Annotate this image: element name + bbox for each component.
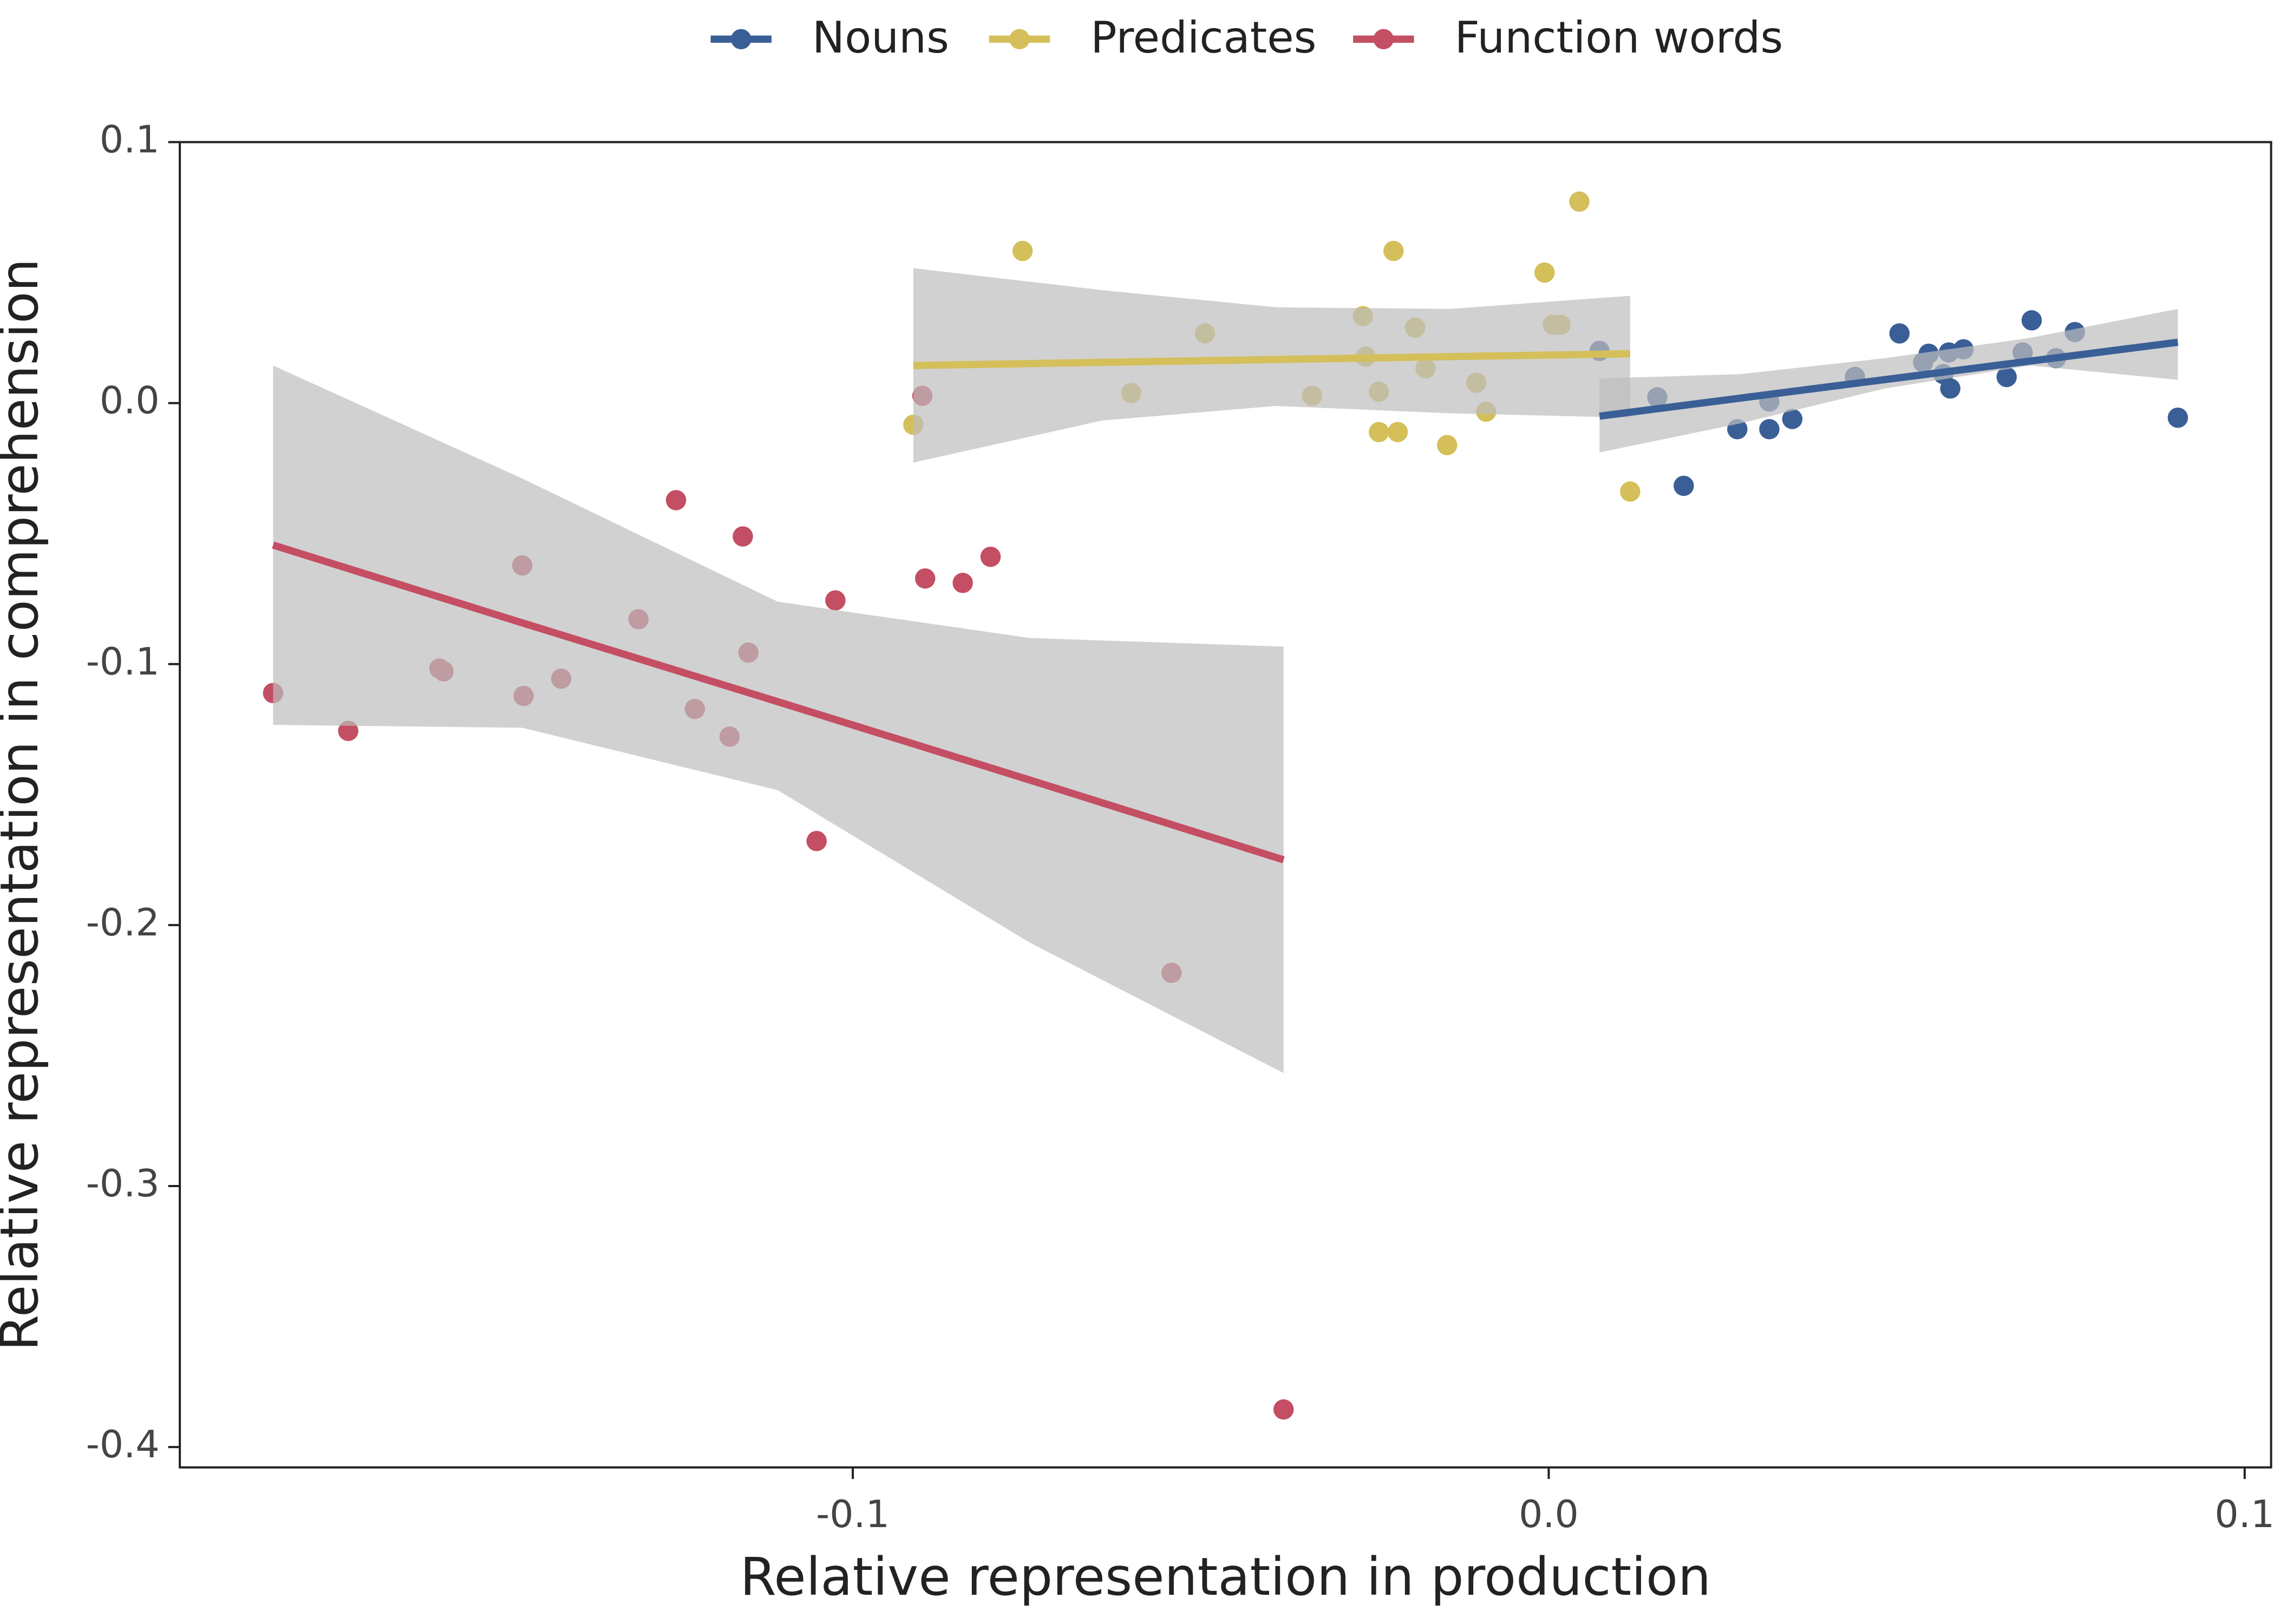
legend-label: Predicates: [1090, 12, 1316, 63]
point: [1940, 378, 1961, 399]
point: [1437, 435, 1458, 455]
point: [733, 526, 753, 547]
legend-swatch-point: [1009, 29, 1030, 50]
y-tick-label: -0.1: [86, 640, 160, 684]
x-tick-label: 0.0: [1519, 1492, 1579, 1536]
legend-swatch-point: [731, 29, 752, 50]
y-tick-label: 0.1: [100, 118, 160, 162]
point: [952, 573, 973, 593]
point: [1889, 323, 1910, 344]
plot-border: [179, 141, 2272, 1469]
point: [1996, 366, 2017, 388]
confidence-band: [913, 268, 1630, 463]
confidence-band: [273, 365, 1284, 1073]
x-axis-title: Relative representation in production: [740, 1547, 1711, 1607]
point: [1387, 422, 1408, 442]
fit-line: [913, 350, 1630, 369]
point: [2021, 310, 2042, 331]
x-tick-label: 0.1: [2214, 1492, 2274, 1536]
point: [980, 546, 1001, 567]
point: [1534, 262, 1555, 283]
x-tick-label: -0.1: [816, 1492, 890, 1536]
point: [2167, 407, 2188, 428]
fit-line: [272, 541, 1285, 863]
point: [1383, 240, 1404, 261]
y-tick-label: -0.2: [86, 901, 160, 945]
legend-label: Nouns: [812, 12, 949, 63]
y-tick-label: 0.0: [100, 379, 160, 423]
point: [1782, 409, 1803, 429]
y-axis-title: Relative representation in comprehension: [0, 259, 50, 1351]
point: [338, 721, 358, 741]
point: [1369, 422, 1389, 442]
point: [915, 568, 936, 589]
point: [1273, 1399, 1294, 1420]
point: [825, 590, 846, 611]
point: [1569, 191, 1590, 212]
fit-line: [1599, 338, 2179, 420]
y-tick-label: -0.3: [86, 1162, 160, 1206]
point: [1674, 475, 1694, 496]
point: [665, 490, 687, 510]
y-tick-label: -0.4: [86, 1423, 160, 1466]
point: [1012, 240, 1033, 261]
point: [1759, 419, 1780, 440]
point: [806, 830, 827, 852]
legend-label: Function words: [1455, 12, 1783, 63]
legend-swatch-point: [1373, 29, 1394, 50]
point: [1620, 481, 1641, 502]
